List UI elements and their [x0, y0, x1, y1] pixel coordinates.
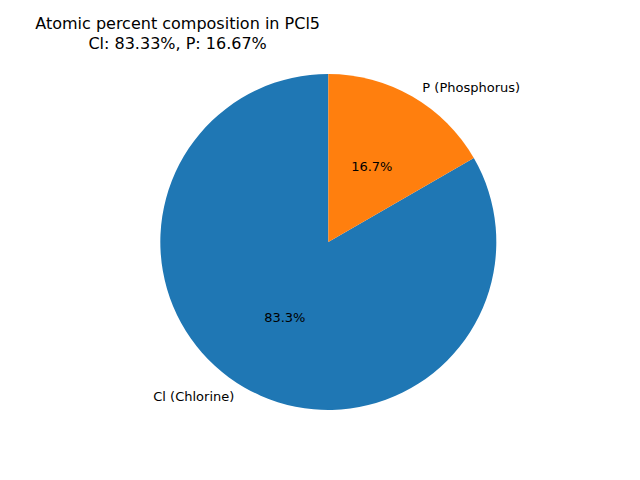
svg-text:Cl (Chlorine): Cl (Chlorine) — [153, 389, 234, 404]
svg-text:83.3%: 83.3% — [264, 310, 305, 325]
svg-text:Cl: 83.33%, P: 16.67%: Cl: 83.33%, P: 16.67% — [88, 34, 266, 53]
svg-text:P (Phosphorus): P (Phosphorus) — [422, 80, 520, 95]
svg-text:Atomic percent composition in: Atomic percent composition in PCl5 — [35, 14, 320, 33]
svg-text:16.7%: 16.7% — [351, 159, 392, 174]
